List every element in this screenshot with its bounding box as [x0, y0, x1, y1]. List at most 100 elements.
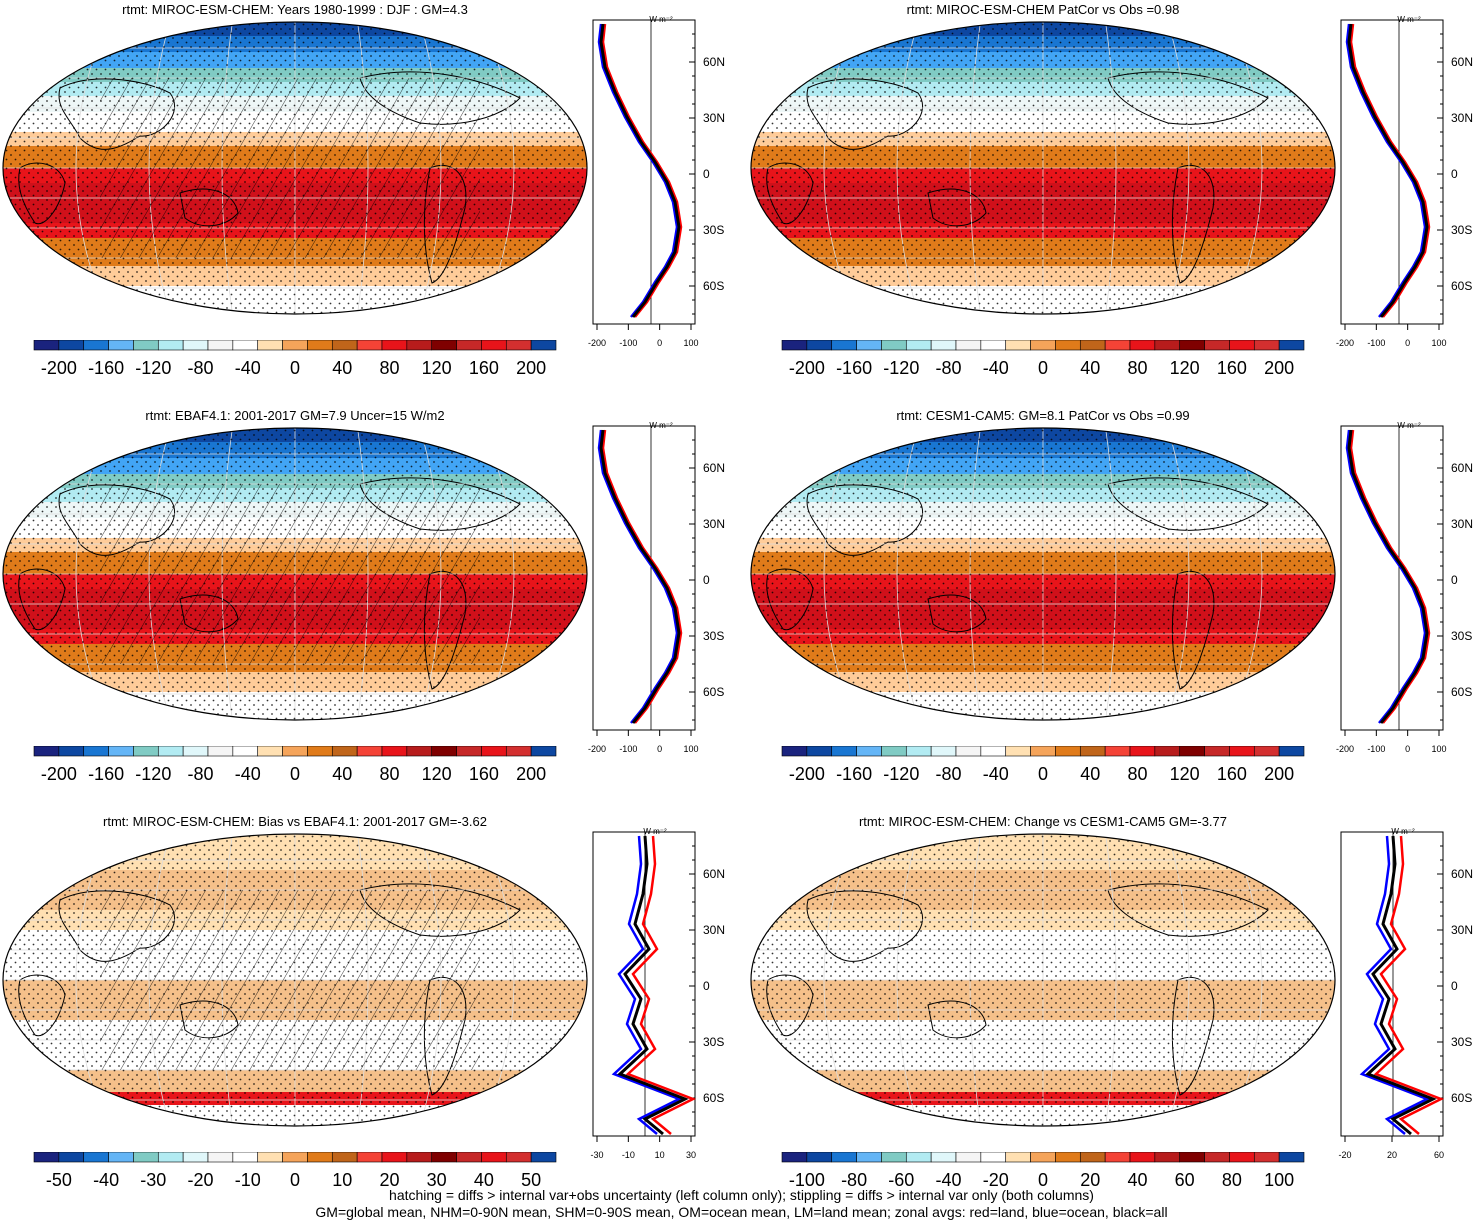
- zonal-frame: [592, 831, 696, 1137]
- panel-change: rtmt: MIROC-ESM-CHEM: Change vs CESM1-CA…: [748, 814, 1473, 1214]
- colorbar-tick-label: 120: [1170, 764, 1200, 784]
- colorbar-segment: [307, 746, 333, 757]
- colorbar-tick-label: -120: [135, 764, 171, 784]
- colorbar-tick-label: -40: [983, 358, 1009, 378]
- colorbar-segment: [1129, 1152, 1156, 1163]
- y-tick-label: 30S: [703, 1035, 724, 1049]
- colorbar-tick-label: -40: [983, 764, 1009, 784]
- colorbar-segment: [356, 1152, 383, 1163]
- y-tick-label: 30N: [703, 111, 725, 125]
- colorbar-segment: [157, 746, 184, 757]
- all-mean-line: [617, 835, 689, 1136]
- colorbar-tick-label: 120: [422, 764, 452, 784]
- colorbar-tick-label: -20: [983, 1170, 1009, 1190]
- colorbar-segment: [1179, 340, 1205, 351]
- colorbar-segment: [1253, 340, 1280, 351]
- map-plot: [750, 427, 1336, 721]
- x-tick-label: 100: [1431, 744, 1446, 754]
- colorbar-segment: [406, 1152, 433, 1163]
- colorbar-tick-label: 0: [1038, 358, 1048, 378]
- colorbar-segment: [1204, 340, 1230, 351]
- colorbar-tick-label: 40: [332, 358, 352, 378]
- colorbar-tick-label: 80: [1127, 358, 1147, 378]
- colorbar-tick-label: 40: [474, 1170, 494, 1190]
- hatching-overlay: [100, 78, 480, 258]
- colorbar-segment: [1179, 1152, 1205, 1163]
- panel-title: rtmt: MIROC-ESM-CHEM: Years 1980-1999 : …: [122, 2, 468, 17]
- x-tick-label: -200: [588, 338, 606, 348]
- colorbar-segment: [1278, 340, 1305, 351]
- colorbar-segment: [1229, 1152, 1255, 1163]
- colorbar-segment: [456, 1152, 482, 1163]
- colorbar-segment: [331, 1152, 358, 1163]
- colorbar-segment: [133, 340, 159, 351]
- y-tick-label: 60S: [1451, 1091, 1472, 1105]
- zonal-mean-plot: W m⁻² 60N 30N 0 30S 60S -20 20 60: [1338, 827, 1473, 1160]
- all-mean-line: [1365, 835, 1437, 1136]
- colorbar-segment: [331, 340, 358, 351]
- y-tick-label: 60N: [703, 461, 725, 475]
- colorbar-tick-label: -20: [188, 1170, 214, 1190]
- colorbar-segment: [431, 746, 457, 757]
- colorbar-segment: [207, 340, 234, 351]
- colorbar-segment: [856, 746, 882, 757]
- colorbar-segment: [431, 340, 457, 351]
- panel-title: rtmt: CESM1-CAM5: GM=8.1 PatCor vs Obs =…: [896, 408, 1190, 423]
- colorbar-segment: [1129, 340, 1156, 351]
- panel-title: rtmt: MIROC-ESM-CHEM: Bias vs EBAF4.1: 2…: [103, 814, 487, 829]
- ocean-mean-line: [1359, 835, 1431, 1135]
- colorbar-tick-label: -80: [936, 358, 962, 378]
- panel-ebaf: rtmt: EBAF4.1: 2001-2017 GM=7.9 Uncer=15…: [0, 408, 725, 808]
- colorbar-tick-label: 120: [422, 358, 452, 378]
- footer-line-2: GM=global mean, NHM=0-90N mean, SHM=0-90…: [315, 1204, 1168, 1220]
- x-tick-label: -200: [1336, 338, 1354, 348]
- y-tick-label: 30S: [703, 223, 724, 237]
- panel-title: rtmt: MIROC-ESM-CHEM PatCor vs Obs =0.98: [906, 2, 1180, 17]
- hatching-overlay: [100, 484, 480, 664]
- stippling-overlay: [751, 22, 1335, 314]
- x-tick-label: -200: [1336, 744, 1354, 754]
- colorbar-tick-label: 160: [1217, 358, 1247, 378]
- colorbar-segment: [83, 340, 109, 351]
- colorbar-segment: [456, 746, 482, 757]
- colorbar-tick-label: -100: [789, 1170, 825, 1190]
- colorbar-segment: [431, 1152, 457, 1163]
- colorbar-segment: [1055, 746, 1081, 757]
- colorbar-tick-label: -80: [188, 358, 214, 378]
- x-tick-label: 30: [686, 1150, 696, 1160]
- y-tick-label: 60S: [703, 279, 724, 293]
- colorbar-segment: [58, 340, 85, 351]
- ocean-mean-line: [611, 835, 683, 1135]
- colorbar-tick-label: -30: [140, 1170, 166, 1190]
- y-tick-label: 0: [1451, 167, 1458, 181]
- colorbar-segment: [108, 746, 134, 757]
- x-tick-label: -10: [622, 1150, 635, 1160]
- panel-title: rtmt: MIROC-ESM-CHEM: Change vs CESM1-CA…: [858, 814, 1228, 829]
- colorbar-segment: [1079, 340, 1106, 351]
- zonal-frame: [1340, 19, 1444, 325]
- colorbar-segment: [1154, 1152, 1181, 1163]
- colorbar: -200 -160 -120 -80 -40 0 40 80 120 160 200: [781, 340, 1305, 378]
- colorbar-segment: [307, 1152, 333, 1163]
- colorbar-segment: [182, 340, 209, 351]
- colorbar-tick-label: 10: [332, 1170, 352, 1190]
- colorbar-segment: [905, 1152, 932, 1163]
- colorbar-tick-label: -120: [883, 764, 919, 784]
- colorbar-segment: [1104, 340, 1131, 351]
- colorbar-tick-label: 0: [290, 358, 300, 378]
- x-tick-label: 20: [1387, 1150, 1397, 1160]
- zonal-frame: [592, 425, 696, 731]
- colorbar-tick-label: 160: [1217, 764, 1247, 784]
- colorbar-tick-label: -160: [836, 764, 872, 784]
- map-plot: [2, 21, 588, 315]
- x-tick-label: 100: [683, 338, 698, 348]
- colorbar-segment: [58, 746, 85, 757]
- colorbar-segment: [806, 340, 833, 351]
- colorbar-segment: [930, 746, 957, 757]
- colorbar-segment: [1229, 746, 1255, 757]
- x-tick-label: 0: [1405, 338, 1410, 348]
- zonal-frame: [1340, 425, 1444, 731]
- y-tick-label: 60S: [1451, 279, 1472, 293]
- colorbar-tick-label: 30: [427, 1170, 447, 1190]
- colorbar-segment: [232, 340, 259, 351]
